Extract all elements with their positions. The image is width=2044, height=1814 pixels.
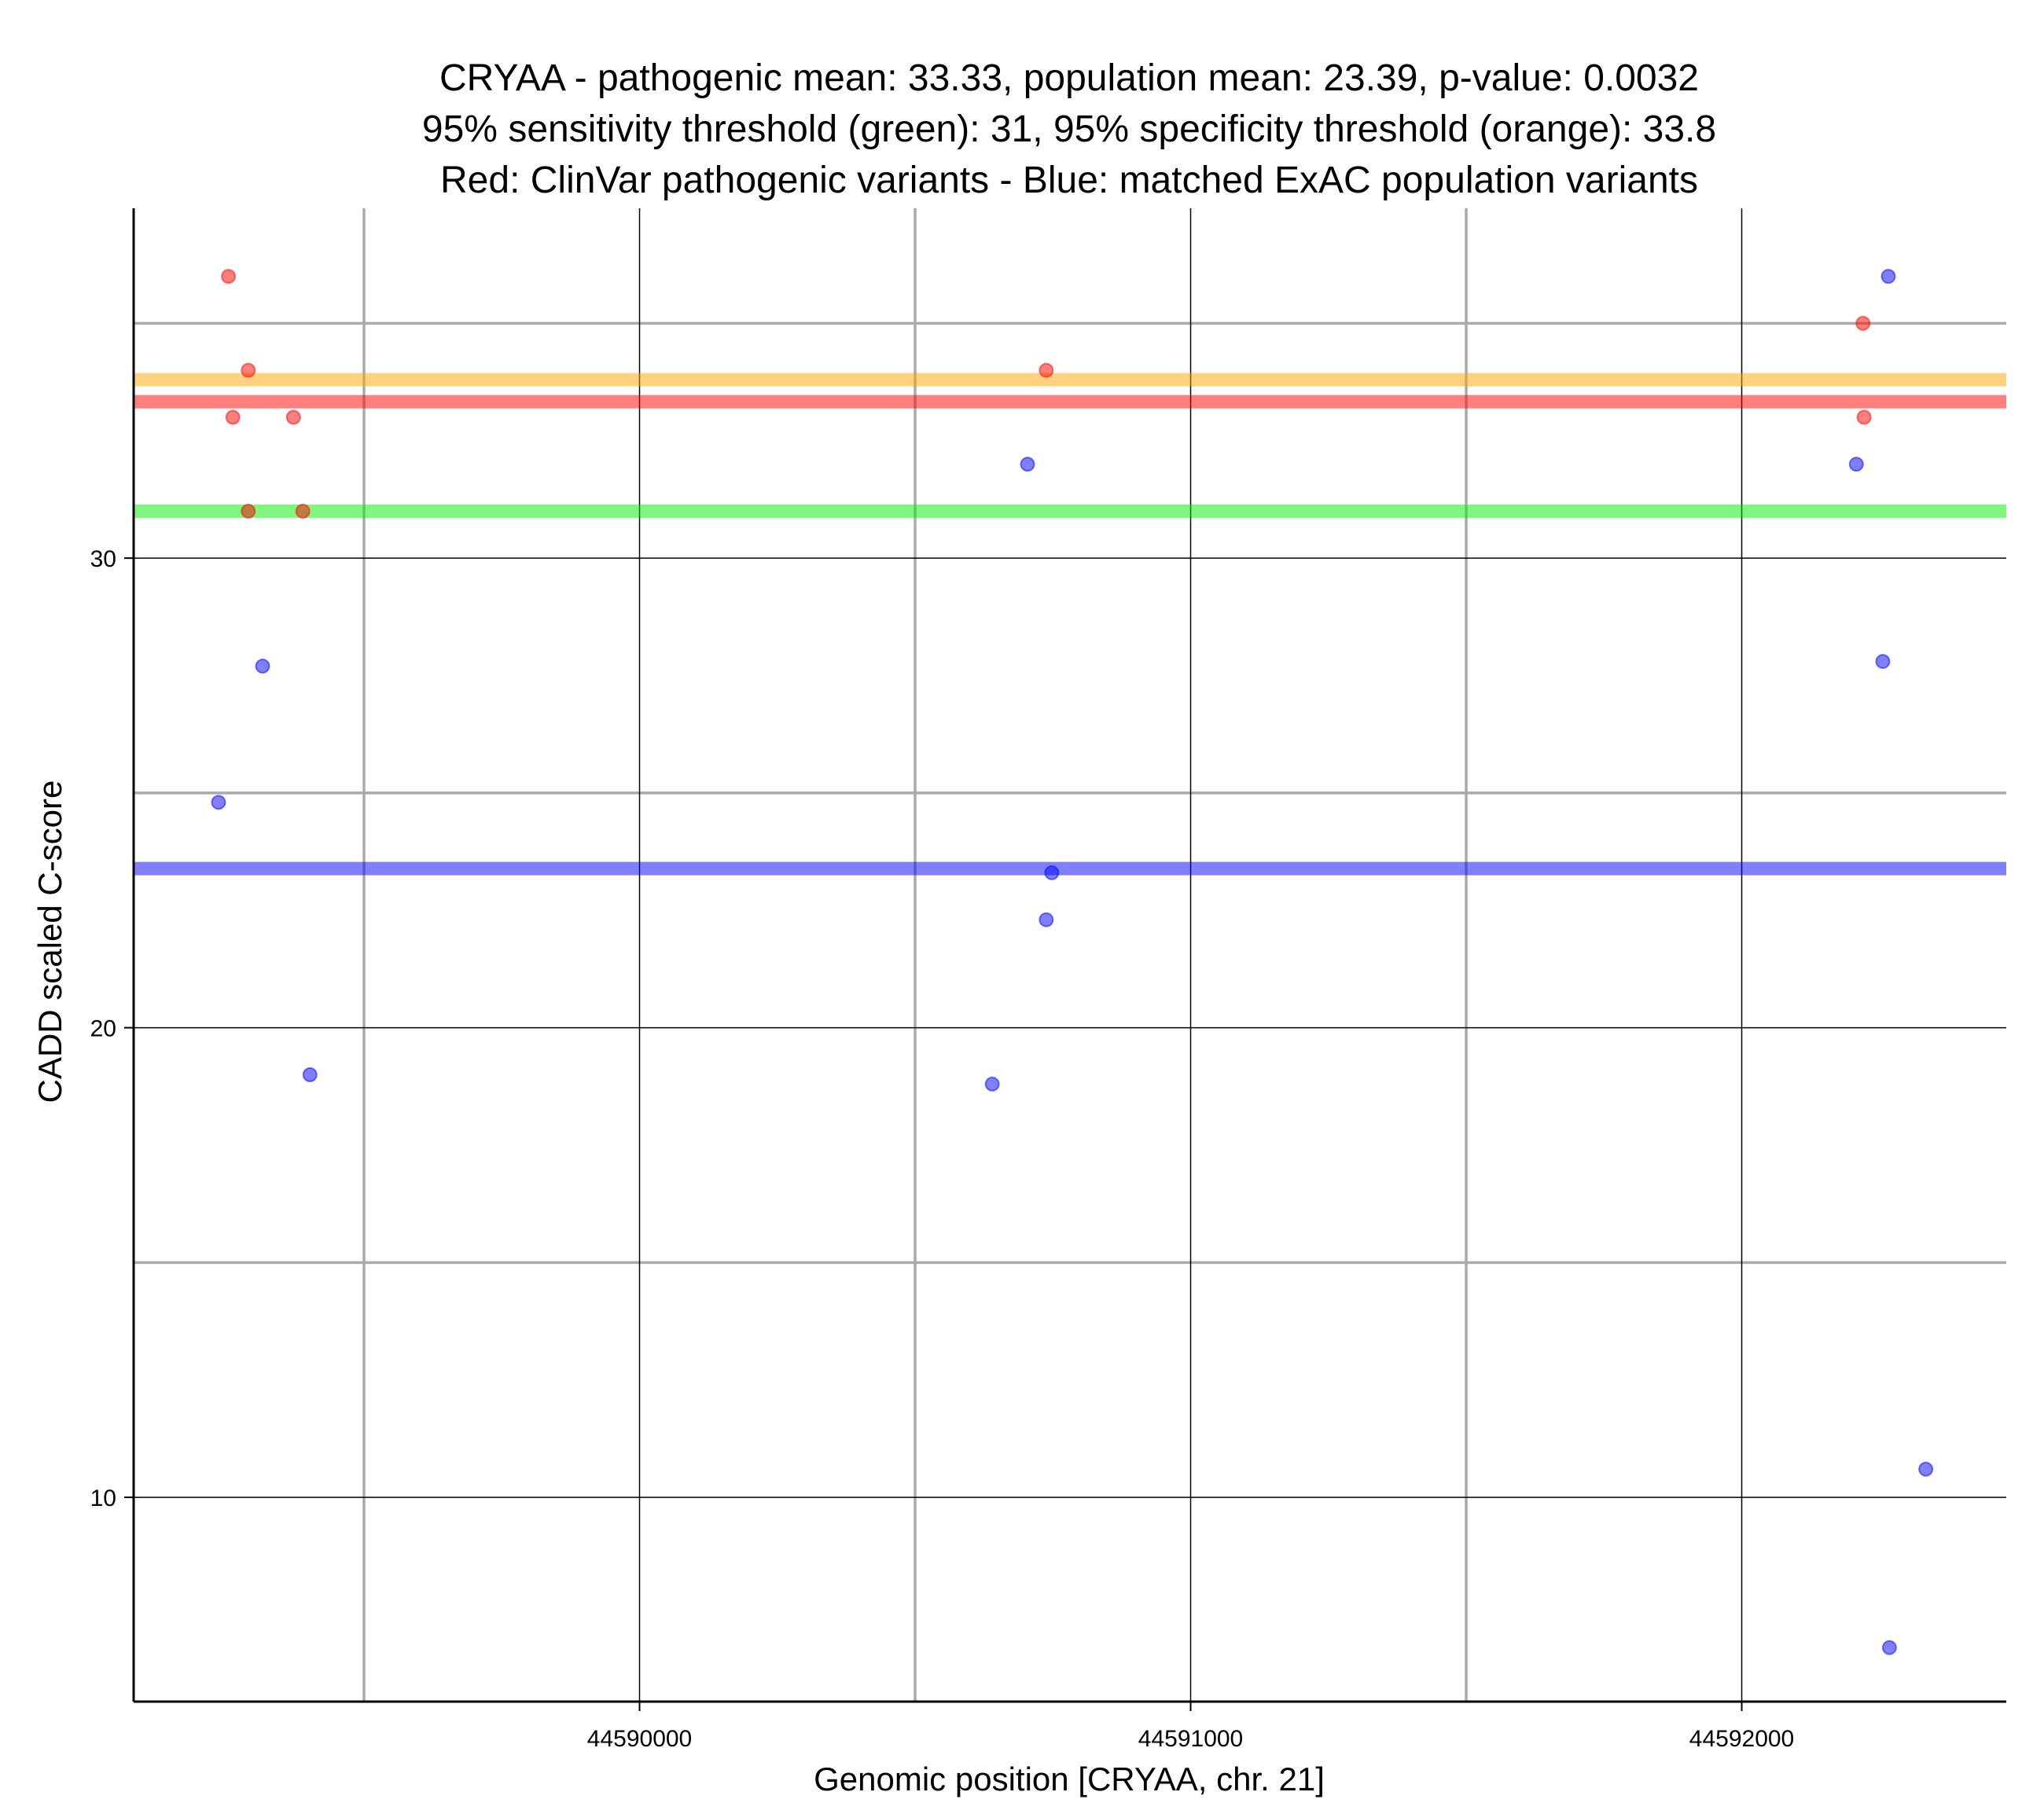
pathogenic-variant-point <box>285 409 301 425</box>
population-variant-point <box>1848 457 1864 472</box>
population-variant-point <box>1881 1640 1897 1655</box>
pathogenic-variant-point <box>1855 315 1871 331</box>
y-tick-label: 20 <box>90 1016 116 1042</box>
chart-title-line-1: CRYAA - pathogenic mean: 33.33, populati… <box>439 57 1699 99</box>
population-variant-point <box>1880 269 1896 285</box>
pathogenic-variant-point <box>225 409 241 425</box>
pathogenic-variant-point <box>1856 409 1872 425</box>
x-tick-label: 44591000 <box>1138 1726 1243 1752</box>
population-variant-point <box>1044 865 1060 880</box>
y-axis-label: CADD scaled C-score <box>31 780 68 1103</box>
pathogenic-variant-point <box>241 362 256 378</box>
x-axis-label: Genomic position [CRYAA, chr. 21] <box>814 1761 1325 1797</box>
pathogenic-variant-point <box>295 503 311 519</box>
population-variant-point <box>1020 457 1035 472</box>
grid-layer <box>134 208 2006 1702</box>
axes: 44590000 44591000 44592000 10 20 30 <box>90 208 2006 1752</box>
y-tick-label: 10 <box>90 1485 116 1511</box>
population-variant-point <box>255 659 270 674</box>
population-variant-point <box>1918 1461 1934 1477</box>
population-variant-point <box>1039 912 1054 927</box>
chart-title-line-2: 95% sensitivity threshold (green): 31, 9… <box>422 108 1716 150</box>
pathogenic-variant-point <box>1039 362 1054 378</box>
y-tick-label: 30 <box>90 546 116 572</box>
population-variant-point <box>302 1067 318 1082</box>
population-variant-point <box>984 1076 1000 1092</box>
x-tick-label: 44592000 <box>1689 1726 1794 1752</box>
reference-lines <box>134 373 2006 876</box>
x-tick-label: 44590000 <box>587 1726 692 1752</box>
pathogenic-variant-point <box>241 503 256 519</box>
data-points <box>211 269 1934 1655</box>
chart-title-line-3: Red: ClinVar pathogenic variants - Blue:… <box>440 160 1698 201</box>
population-variant-point <box>1875 654 1891 670</box>
population-variant-point <box>211 795 226 810</box>
pathogenic-variant-point <box>221 269 237 285</box>
